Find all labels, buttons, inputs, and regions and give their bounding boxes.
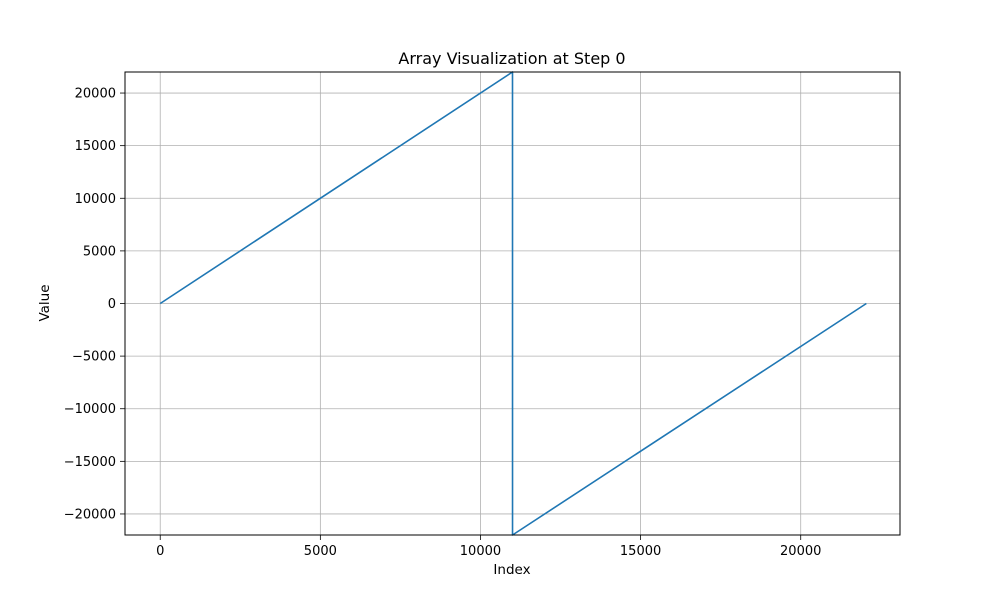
x-axis-ticks: 0 5000 10000 15000 20000 <box>156 535 821 559</box>
x-tick-label: 20000 <box>780 544 821 559</box>
y-tick-label: 20000 <box>75 87 116 102</box>
y-tick-label: −15000 <box>64 455 116 470</box>
y-tick-label: 15000 <box>75 139 116 154</box>
chart-title: Array Visualization at Step 0 <box>398 49 625 68</box>
y-tick-label: 5000 <box>83 244 116 259</box>
y-tick-label: −10000 <box>64 402 116 417</box>
x-tick-label: 10000 <box>460 544 501 559</box>
y-axis-ticks: −20000 −15000 −10000 −5000 0 5000 10000 15000 20… <box>64 87 125 522</box>
x-tick-label: 5000 <box>304 544 337 559</box>
y-tick-label: 0 <box>108 297 116 312</box>
y-tick-label: −5000 <box>72 350 116 365</box>
y-axis-label: Value <box>37 284 53 321</box>
series-layer <box>159 71 867 536</box>
y-tick-label: 10000 <box>75 192 116 207</box>
x-tick-label: 0 <box>156 544 164 559</box>
x-axis-label: Index <box>493 562 530 578</box>
series-line <box>159 71 867 536</box>
y-tick-label: −20000 <box>64 507 116 522</box>
x-tick-label: 15000 <box>620 544 661 559</box>
